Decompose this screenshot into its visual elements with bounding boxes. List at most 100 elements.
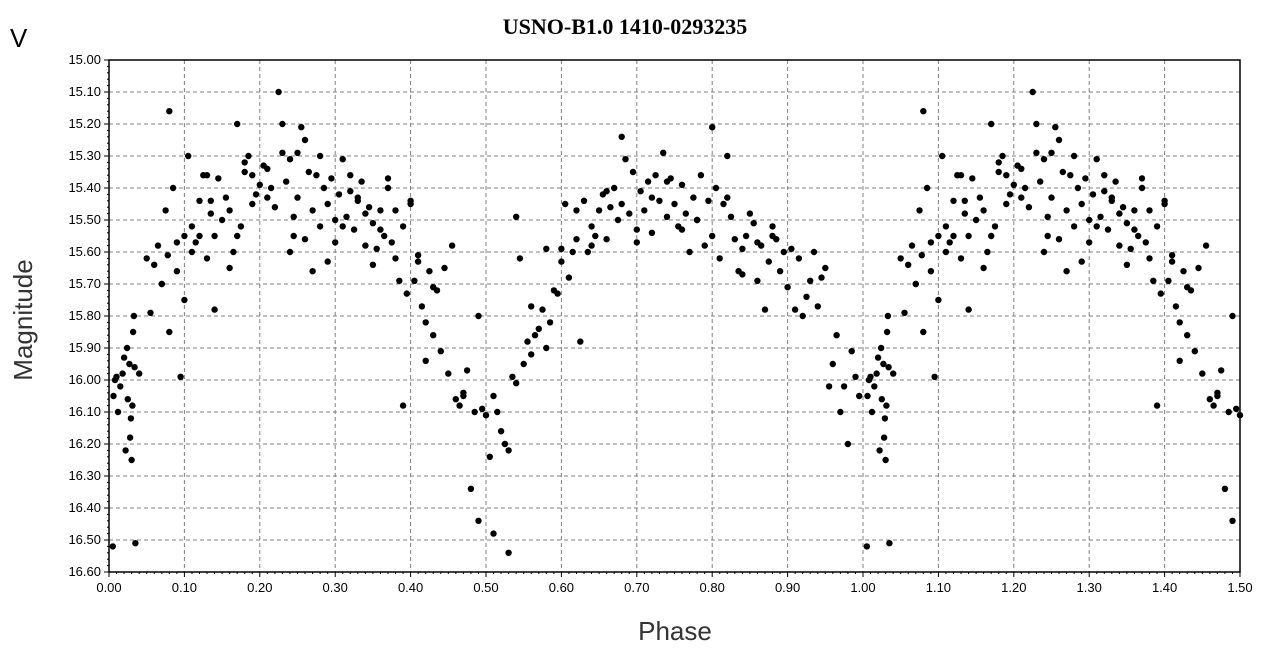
- data-point: [882, 456, 889, 464]
- data-point: [905, 261, 912, 268]
- data-point: [588, 223, 595, 230]
- data-point: [309, 268, 316, 275]
- data-point: [177, 373, 184, 380]
- data-point: [122, 447, 129, 454]
- data-point: [313, 172, 320, 179]
- data-point: [742, 232, 750, 240]
- data-point: [181, 232, 188, 240]
- data-point: [127, 415, 135, 422]
- data-point: [126, 360, 133, 368]
- data-point: [908, 242, 916, 249]
- data-point: [1233, 405, 1240, 412]
- data-point: [1138, 184, 1146, 192]
- data-point: [920, 328, 927, 336]
- data-point: [1180, 268, 1187, 275]
- data-point: [373, 245, 380, 252]
- data-point: [880, 360, 887, 368]
- data-point: [946, 239, 953, 246]
- data-point: [1003, 172, 1010, 179]
- data-point: [403, 290, 410, 297]
- data-point: [671, 200, 678, 208]
- data-point: [384, 175, 392, 182]
- data-point: [848, 348, 855, 355]
- data-point: [264, 194, 271, 201]
- data-point: [117, 383, 124, 390]
- data-point: [995, 159, 1002, 166]
- data-point: [780, 248, 787, 256]
- data-point: [490, 392, 497, 400]
- data-point: [883, 328, 891, 336]
- data-point: [991, 223, 999, 230]
- y-tick-label: 16.00: [68, 372, 101, 387]
- data-point: [852, 373, 859, 380]
- data-point: [207, 197, 214, 204]
- data-point: [437, 348, 444, 355]
- data-point: [290, 213, 297, 220]
- data-point: [294, 149, 301, 156]
- data-point: [1082, 175, 1089, 182]
- data-point: [1101, 188, 1108, 195]
- data-point: [211, 232, 218, 240]
- data-point: [1086, 239, 1093, 246]
- data-point: [207, 210, 214, 217]
- data-point: [1093, 223, 1100, 230]
- data-point: [158, 280, 165, 288]
- data-point: [1116, 242, 1123, 249]
- data-point: [1206, 396, 1214, 403]
- data-point: [754, 277, 761, 284]
- data-point: [1108, 197, 1116, 204]
- data-point: [486, 453, 493, 460]
- data-point: [350, 226, 358, 233]
- x-tick-label: 1.00: [850, 580, 875, 595]
- data-point: [807, 277, 814, 284]
- data-point: [1123, 220, 1131, 227]
- x-tick-label: 1.20: [1001, 580, 1026, 595]
- data-point: [595, 207, 603, 214]
- data-point: [294, 194, 301, 201]
- data-point: [920, 108, 927, 115]
- data-point: [131, 364, 138, 371]
- data-point: [927, 268, 935, 275]
- data-point: [448, 242, 456, 249]
- data-point: [264, 165, 271, 172]
- data-point: [1067, 172, 1074, 179]
- data-point: [969, 175, 976, 182]
- y-tick-label: 16.30: [68, 468, 101, 483]
- data-point: [123, 344, 131, 352]
- data-point: [147, 309, 154, 316]
- data-point: [833, 332, 840, 339]
- data-point: [999, 152, 1006, 160]
- data-point: [1153, 402, 1161, 409]
- data-point: [980, 207, 987, 214]
- x-tick-label: 1.50: [1227, 580, 1252, 595]
- data-point: [1033, 120, 1040, 128]
- data-point: [758, 242, 765, 249]
- data-point: [565, 274, 573, 281]
- data-point: [1089, 191, 1097, 198]
- data-point: [1229, 517, 1236, 524]
- data-point: [880, 434, 888, 441]
- data-point: [935, 232, 942, 240]
- data-point: [185, 152, 192, 160]
- data-point: [856, 392, 863, 400]
- data-point: [1221, 485, 1229, 492]
- data-point: [509, 373, 516, 380]
- data-point: [995, 168, 1002, 176]
- data-point: [422, 357, 429, 364]
- data-point: [724, 194, 731, 201]
- data-point: [546, 319, 554, 326]
- data-point: [884, 312, 892, 320]
- data-point: [422, 319, 429, 326]
- x-axis-label: Phase: [638, 616, 712, 646]
- y-axis-label: Magnitude: [8, 259, 38, 380]
- data-point: [874, 354, 882, 361]
- data-point: [660, 149, 667, 156]
- data-point: [283, 178, 290, 185]
- data-point: [923, 184, 931, 192]
- data-point: [1146, 207, 1153, 214]
- y-tick-label: 15.60: [68, 244, 101, 259]
- data-point: [252, 191, 260, 198]
- data-point: [1055, 136, 1063, 144]
- data-point: [192, 239, 199, 246]
